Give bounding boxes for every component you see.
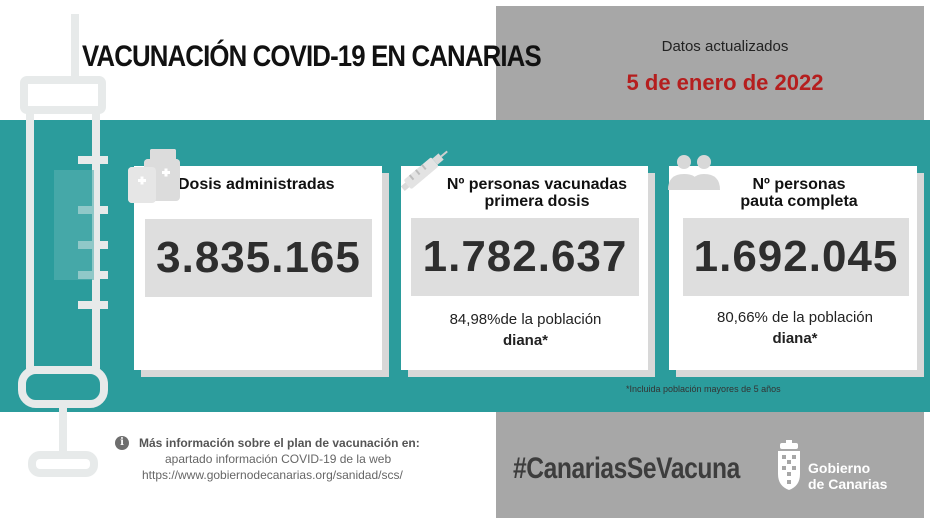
gov-line1: Gobierno (808, 460, 871, 476)
footnote: *Incluida población mayores de 5 años (626, 384, 781, 394)
gov-text: Gobierno de Canarias (808, 460, 887, 492)
first-dose-percentage: 84,98%de la población diana* (413, 309, 638, 351)
medical-kit-icon-overlay (128, 149, 180, 203)
first-dose-value: 1.782.637 (411, 218, 639, 296)
card-title: Dosis administradas (178, 176, 335, 193)
card-title-line1: Nº personas (752, 176, 846, 193)
gobierno-de-canarias-logo (778, 440, 800, 490)
doses-value: 3.835.165 (145, 219, 372, 297)
people-icon (668, 155, 720, 190)
syringe-illustration (18, 14, 108, 477)
pct-line2: diana* (502, 332, 548, 349)
gov-line2: de Canarias (808, 476, 888, 492)
card-full-schedule: Nº personas pauta completa 1.692.045 80,… (669, 166, 917, 370)
pct-line1: 84,98%de la población (449, 311, 602, 328)
page-title: VACUNACIÓN COVID-19 EN CANARIAS (82, 40, 542, 73)
card-title: Nº personas vacunadas primera dosis (427, 176, 647, 210)
card-first-dose: Nº personas vacunadas primera dosis 1.78… (401, 166, 648, 370)
info-icon: i (115, 436, 129, 450)
info-url: https://www.gobiernodecanarias.org/sanid… (142, 468, 403, 482)
card-title-line2: primera dosis (484, 193, 590, 210)
full-schedule-value: 1.692.045 (683, 218, 909, 296)
card-title-line2: pauta completa (740, 193, 858, 210)
card-title-line1: Nº personas vacunadas (446, 176, 628, 193)
card-title: Nº personas pauta completa (689, 176, 909, 210)
info-line: apartado información COVID-19 de la web (165, 452, 392, 466)
updated-date: 5 de enero de 2022 (626, 70, 824, 95)
syringe-icon (400, 150, 448, 191)
full-schedule-percentage: 80,66% de la población diana* (675, 307, 915, 349)
updated-label: Datos actualizados (661, 38, 789, 55)
pct-line1: 80,66% de la población (717, 309, 873, 326)
card-doses: Dosis administradas 3.835.165 (134, 166, 382, 370)
hashtag: #CanariasSeVacuna (513, 452, 740, 485)
pct-line2: diana* (772, 330, 818, 347)
info-heading: Más información sobre el plan de vacunac… (139, 436, 420, 450)
